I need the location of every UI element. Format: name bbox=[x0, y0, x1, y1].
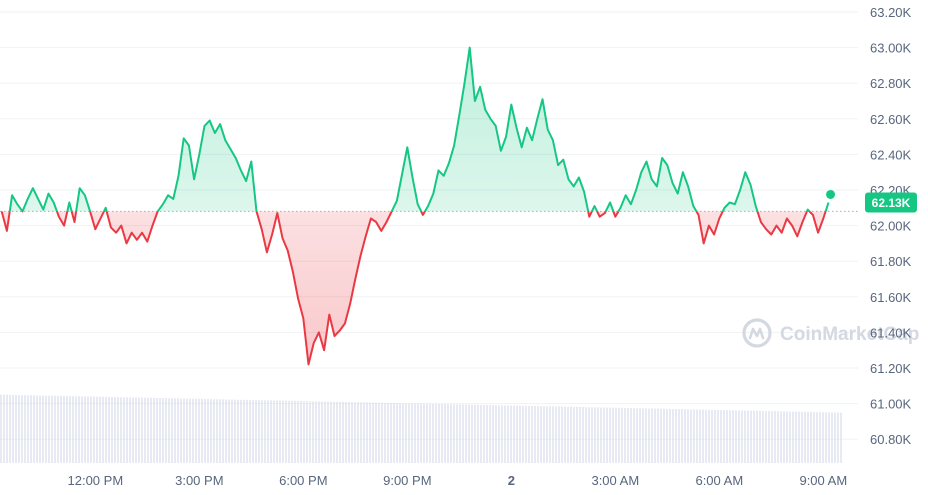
x-tick-label: 9:00 PM bbox=[383, 473, 431, 488]
y-tick-label: 61.60K bbox=[870, 290, 912, 305]
y-tick-label: 62.00K bbox=[870, 219, 912, 234]
x-tick-label: 3:00 PM bbox=[175, 473, 223, 488]
x-axis: 12:00 PM 3:00 PM 6:00 PM 9:00 PM 2 3:00 AM 6:0… bbox=[68, 473, 848, 488]
volume-bars bbox=[0, 394, 842, 463]
coinmarketcap-logo-icon bbox=[742, 318, 772, 348]
x-tick-label: 9:00 AM bbox=[799, 473, 847, 488]
y-tick-label: 62.80K bbox=[870, 76, 912, 91]
x-tick-label: 3:00 AM bbox=[591, 473, 639, 488]
area-fills bbox=[1, 47, 829, 365]
price-series bbox=[0, 46, 830, 366]
current-price-marker: 62.13K bbox=[826, 189, 917, 213]
y-tick-label: 60.80K bbox=[870, 432, 912, 447]
y-tick-label: 61.80K bbox=[870, 254, 912, 269]
x-tick-label: 2 bbox=[508, 473, 515, 488]
x-tick-label: 6:00 AM bbox=[695, 473, 743, 488]
coinmarketcap-watermark: CoinMarketCap bbox=[742, 318, 919, 348]
x-tick-label: 6:00 PM bbox=[279, 473, 327, 488]
current-price-badge bbox=[865, 192, 917, 213]
watermark-text: CoinMarketCap bbox=[780, 324, 919, 345]
y-tick-label: 62.60K bbox=[870, 112, 912, 127]
y-tick-label: 61.20K bbox=[870, 361, 912, 376]
price-line-down bbox=[0, 211, 827, 366]
y-tick-label: 61.40K bbox=[870, 325, 912, 340]
area-above-fill bbox=[1, 47, 829, 212]
y-axis: 63.20K63.00K62.80K62.60K62.40K62.20K62.0… bbox=[870, 5, 912, 447]
current-price-dot bbox=[826, 189, 836, 199]
y-tick-label: 61.00K bbox=[870, 397, 912, 412]
price-line-up bbox=[1, 46, 830, 212]
current-price-label: 62.13K bbox=[872, 196, 911, 210]
x-tick-label: 12:00 PM bbox=[68, 473, 124, 488]
y-tick-label: 63.00K bbox=[870, 41, 912, 56]
y-tick-label: 62.40K bbox=[870, 147, 912, 162]
y-tick-label: 63.20K bbox=[870, 5, 912, 20]
